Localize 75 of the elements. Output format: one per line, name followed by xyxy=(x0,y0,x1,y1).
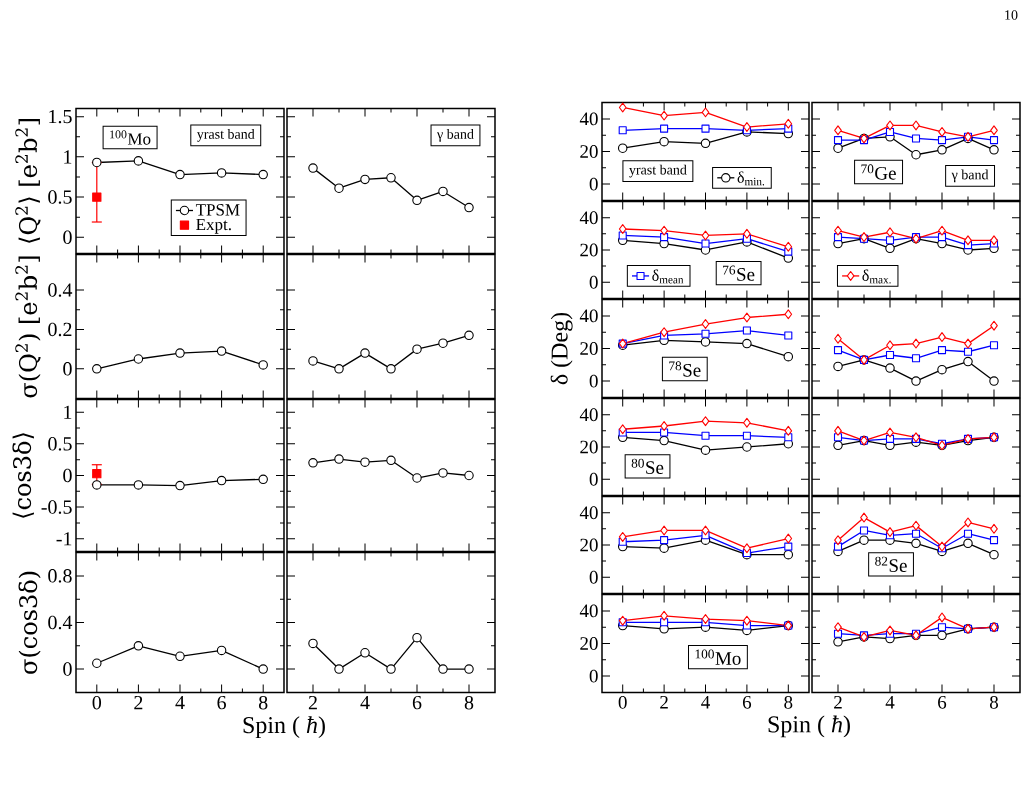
y-tick-label: 0.2 xyxy=(48,322,72,337)
annotation: $^{82}$Se xyxy=(875,556,907,572)
y-tick-label: 0 xyxy=(63,662,72,676)
x-axis-title: Spin ( ħ) xyxy=(768,715,850,738)
y-tick-label: 20 xyxy=(580,440,598,454)
x-tick-label: 8 xyxy=(464,695,474,710)
x-tick-label: 4 xyxy=(701,695,710,709)
x-tick-label: 4 xyxy=(360,695,370,710)
x-axis-title: Spin ( ħ) xyxy=(243,716,325,739)
annotation: yrast band xyxy=(196,129,255,142)
annotation: $^{100}$Mo xyxy=(110,130,151,145)
annotation: yrast band xyxy=(629,164,687,178)
y-tick-label: 20 xyxy=(580,342,598,355)
x-tick-label: 2 xyxy=(660,695,668,709)
y-tick-label: 40 xyxy=(579,604,598,618)
annotation: $^{100}$Mo xyxy=(695,649,741,665)
legend-label: δ$_{mean}$ xyxy=(652,269,684,284)
y-tick-label: 0 xyxy=(589,570,598,584)
y-tick-label: 20 xyxy=(580,145,598,158)
y-tick-label: 0 xyxy=(63,468,72,483)
y-tick-label: 20 xyxy=(580,637,598,650)
y-tick-label: 20 xyxy=(580,538,598,552)
y-axis-title: σ(Q$^{2}$) [e$^{2}$b$^{2}$] xyxy=(15,256,41,398)
y-tick-label: 0 xyxy=(63,230,72,245)
y-tick-label: 1.5 xyxy=(49,109,72,124)
y-axis-title: ⟨cos3δ⟩ xyxy=(12,433,34,518)
y-tick-label: 0.8 xyxy=(48,569,72,583)
y-tick-label: 0 xyxy=(589,177,598,191)
y-tick-label: 0 xyxy=(589,374,598,388)
y-axis-title: δ (Deg) xyxy=(550,312,573,385)
annotation: γ band xyxy=(951,169,989,183)
y-tick-label: 1 xyxy=(64,150,72,164)
y-tick-label: 1 xyxy=(64,405,72,419)
x-tick-label: 0 xyxy=(92,695,102,710)
legend-label: TPSM xyxy=(195,204,240,216)
x-tick-label: 6 xyxy=(742,695,752,709)
x-tick-label: 2 xyxy=(134,695,143,710)
x-tick-label: 8 xyxy=(989,695,999,709)
x-tick-label: 2 xyxy=(308,695,317,710)
legend-label: Expt. xyxy=(196,218,231,234)
x-tick-label: 8 xyxy=(784,695,793,709)
y-tick-label: 0.5 xyxy=(48,190,72,204)
annotation: γ band xyxy=(437,129,474,142)
annotation: $^{80}$Se xyxy=(631,458,664,474)
y-tick-label: 0.5 xyxy=(48,437,72,451)
y-tick-label: 0.4 xyxy=(48,283,73,297)
y-tick-label: 40 xyxy=(579,309,598,323)
y-tick-label: 40 xyxy=(579,506,598,520)
y-tick-label: 0 xyxy=(63,362,72,376)
y-tick-label: -0.5 xyxy=(41,500,72,514)
y-tick-label: 40 xyxy=(579,211,598,225)
y-tick-label: 20 xyxy=(580,243,598,257)
y-tick-label: -1 xyxy=(56,532,72,546)
y-axis-title: ⟨Q$^{2}$⟩ [e$^{2}$b$^{2}$] xyxy=(15,119,41,243)
text: 10 xyxy=(1005,10,1018,20)
x-tick-label: 0 xyxy=(618,695,627,709)
x-tick-label: 4 xyxy=(175,695,185,710)
annotation: $^{70}$Ge xyxy=(861,164,896,180)
legend-label: δ$_{min.}$ xyxy=(737,171,764,186)
y-tick-label: 0 xyxy=(589,275,598,289)
x-tick-label: 2 xyxy=(834,695,842,709)
y-tick-label: 0.4 xyxy=(48,615,73,630)
x-tick-label: 6 xyxy=(938,695,947,709)
y-tick-label: 40 xyxy=(579,112,598,126)
annotation: $^{78}$Se xyxy=(669,361,701,377)
y-axis-title: σ(cos3δ) xyxy=(18,571,41,674)
x-tick-label: 4 xyxy=(885,695,895,709)
y-tick-label: 0 xyxy=(589,669,598,683)
x-tick-label: 6 xyxy=(412,695,422,710)
x-tick-label: 8 xyxy=(258,695,268,710)
legend-label: δ$_{max.}$ xyxy=(862,269,891,284)
y-tick-label: 40 xyxy=(579,408,598,422)
y-tick-label: 0 xyxy=(589,472,598,486)
x-tick-label: 6 xyxy=(217,695,227,710)
annotation: $^{76}$Se xyxy=(723,265,755,281)
